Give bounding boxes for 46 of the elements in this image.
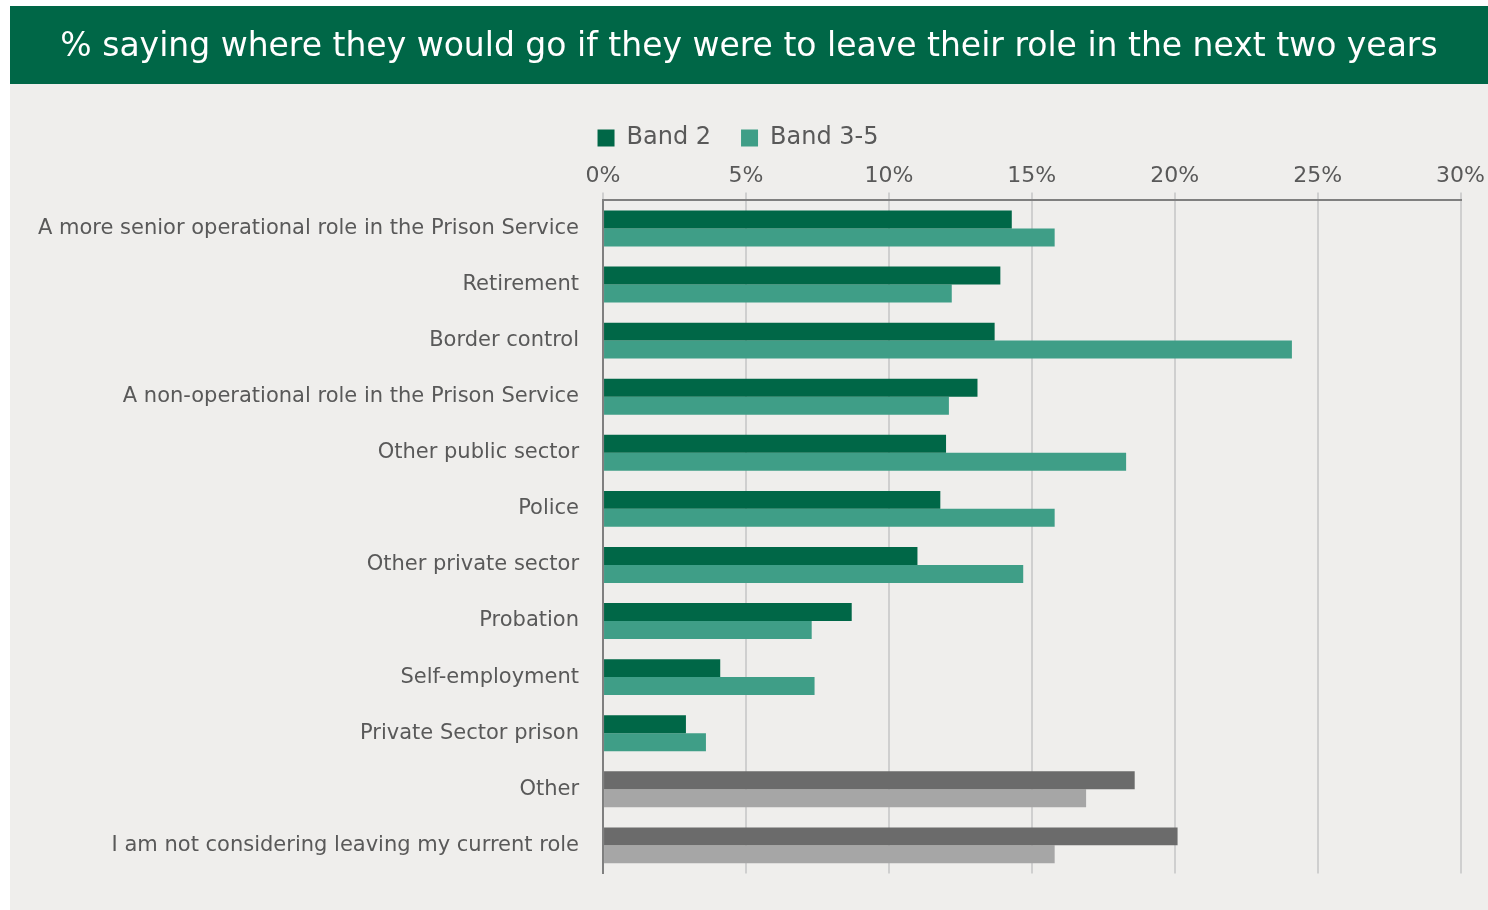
chart-title: % saying where they would go if they were to leave their role in the next two years — [10, 6, 1488, 84]
bar — [604, 603, 852, 622]
bar — [604, 284, 952, 303]
bar — [604, 340, 1292, 359]
bar — [604, 490, 941, 509]
y-tick-label: Probation — [479, 607, 580, 632]
bar — [604, 677, 815, 696]
y-tick-label: I am not considering leaving my current role — [111, 831, 580, 856]
x-tick-label: 5% — [728, 161, 764, 187]
bar — [604, 396, 949, 415]
x-tick-label: 10% — [864, 161, 914, 187]
bar — [604, 564, 1024, 583]
bar — [604, 715, 686, 734]
bar — [604, 621, 812, 639]
bar — [604, 210, 1012, 229]
bar — [604, 845, 1055, 864]
y-tick-label: Border control — [429, 327, 580, 352]
x-tick-label: 0% — [585, 161, 621, 187]
y-tick-label: Police — [518, 495, 580, 520]
y-tick-label: A non-operational role in the Prison Service — [122, 383, 580, 408]
y-tick-label: Other public sector — [377, 439, 580, 464]
bar — [604, 452, 1127, 471]
y-tick-label: Other private sector — [366, 551, 580, 576]
legend-label: Band 2 — [626, 122, 712, 151]
bar — [604, 322, 995, 341]
bar — [604, 659, 721, 678]
bar — [604, 508, 1055, 527]
legend-label: Band 3-5 — [770, 122, 879, 151]
bar — [604, 771, 1135, 790]
x-tick-label: 15% — [1007, 161, 1057, 187]
bar — [604, 547, 918, 565]
y-tick-label: Retirement — [462, 270, 580, 295]
bar — [604, 789, 1087, 808]
bar — [604, 434, 947, 453]
bar — [604, 827, 1178, 846]
bar — [604, 378, 978, 397]
y-tick-label: Private Sector prison — [360, 719, 580, 744]
y-tick-label: Other — [519, 775, 580, 800]
bar — [604, 266, 1001, 285]
x-tick-label: 30% — [1436, 161, 1485, 187]
y-tick-label: A more senior operational role in the Prison Service — [37, 214, 580, 239]
bar — [604, 228, 1055, 247]
y-tick-label: Self-employment — [400, 663, 580, 688]
x-tick-label: 25% — [1293, 161, 1343, 187]
x-tick-label: 20% — [1150, 161, 1200, 187]
bar — [604, 733, 706, 752]
